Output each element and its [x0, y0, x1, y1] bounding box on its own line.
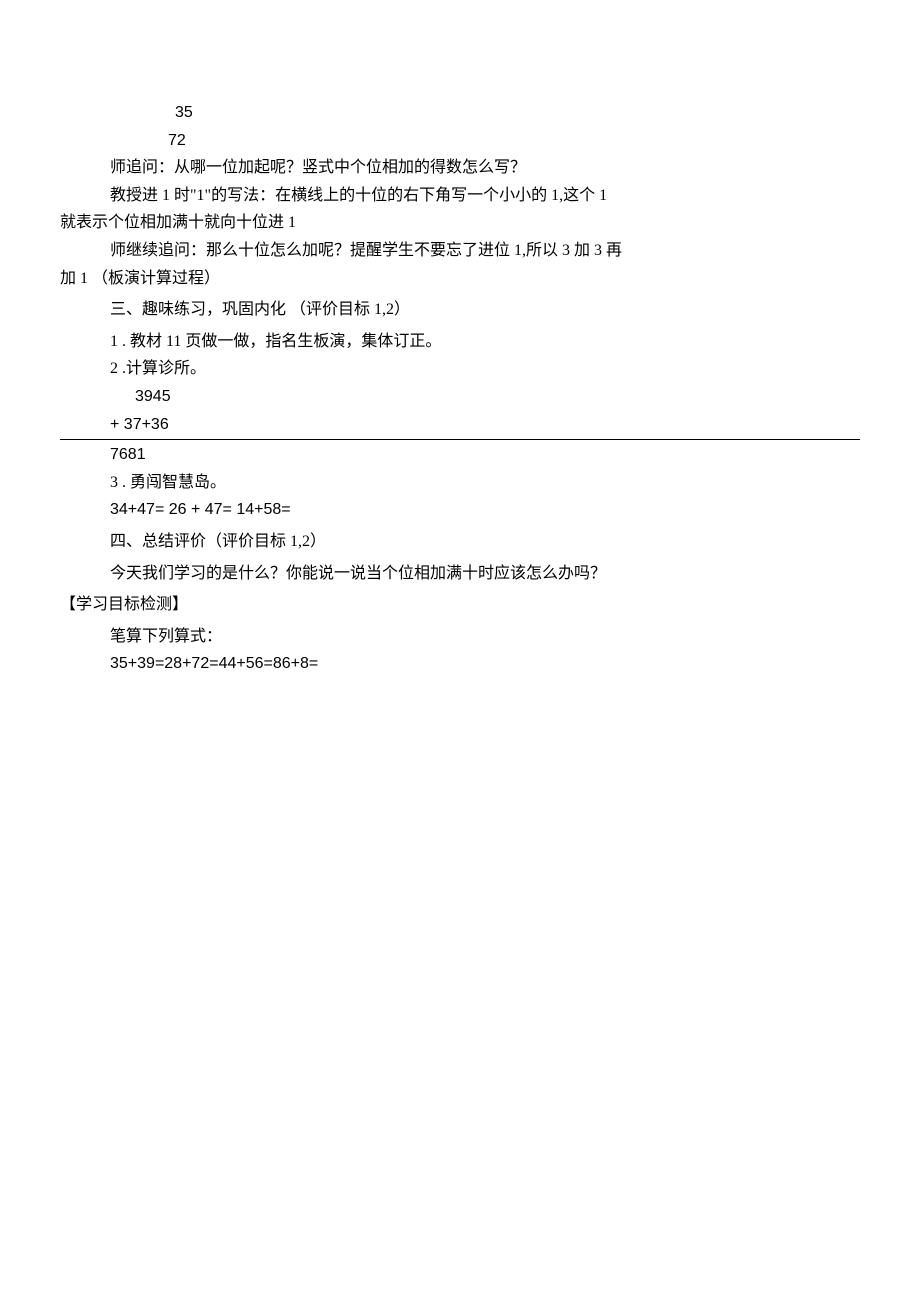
- teach-1b: 就表示个位相加满十就向十位进 1: [60, 210, 860, 236]
- question-1: 师追问：从哪一位加起呢？竖式中个位相加的得数怎么写？: [60, 155, 860, 181]
- calc-row1: 3945: [60, 384, 860, 410]
- exercise-1: 1 . 教材 11 页做一做，指名生板演，集体订正。: [60, 329, 860, 355]
- pen-calc-equations: 35+39=28+72=44+56=86+8=: [60, 651, 860, 677]
- exercise-3-eq: 34+47= 26 + 47= 14+58=: [60, 497, 860, 523]
- summary-question: 今天我们学习的是什么？你能说一说当个位相加满十时应该怎么办吗？: [60, 561, 860, 587]
- calc-divider: [60, 439, 860, 440]
- exercise-2: 2 .计算诊所。: [60, 356, 860, 382]
- pen-calc-label: 笔算下列算式：: [60, 624, 860, 650]
- vertical-num-35: 35: [60, 100, 860, 126]
- calc-row2: + 37+36: [60, 412, 860, 438]
- question-2a: 师继续追问：那么十位怎么加呢？提醒学生不要忘了进位 1,所以 3 加 3 再: [60, 238, 860, 264]
- document-content: 35 72 师追问：从哪一位加起呢？竖式中个位相加的得数怎么写？ 教授进 1 时…: [60, 100, 860, 677]
- section-3-title: 三、趣味练习，巩固内化 （评价目标 1,2）: [60, 297, 860, 323]
- section-4-title: 四、总结评价（评价目标 1,2）: [60, 529, 860, 555]
- vertical-num-72: 72: [60, 128, 860, 154]
- question-2b: 加 1 （板演计算过程）: [60, 266, 860, 292]
- heading-goal-check: 【学习目标检测】: [60, 592, 860, 618]
- exercise-3: 3 . 勇闯智慧岛。: [60, 470, 860, 496]
- calc-row3: 7681: [60, 442, 860, 468]
- teach-1a: 教授进 1 时"1"的写法：在横线上的十位的右下角写一个小小的 1,这个 1: [60, 183, 860, 209]
